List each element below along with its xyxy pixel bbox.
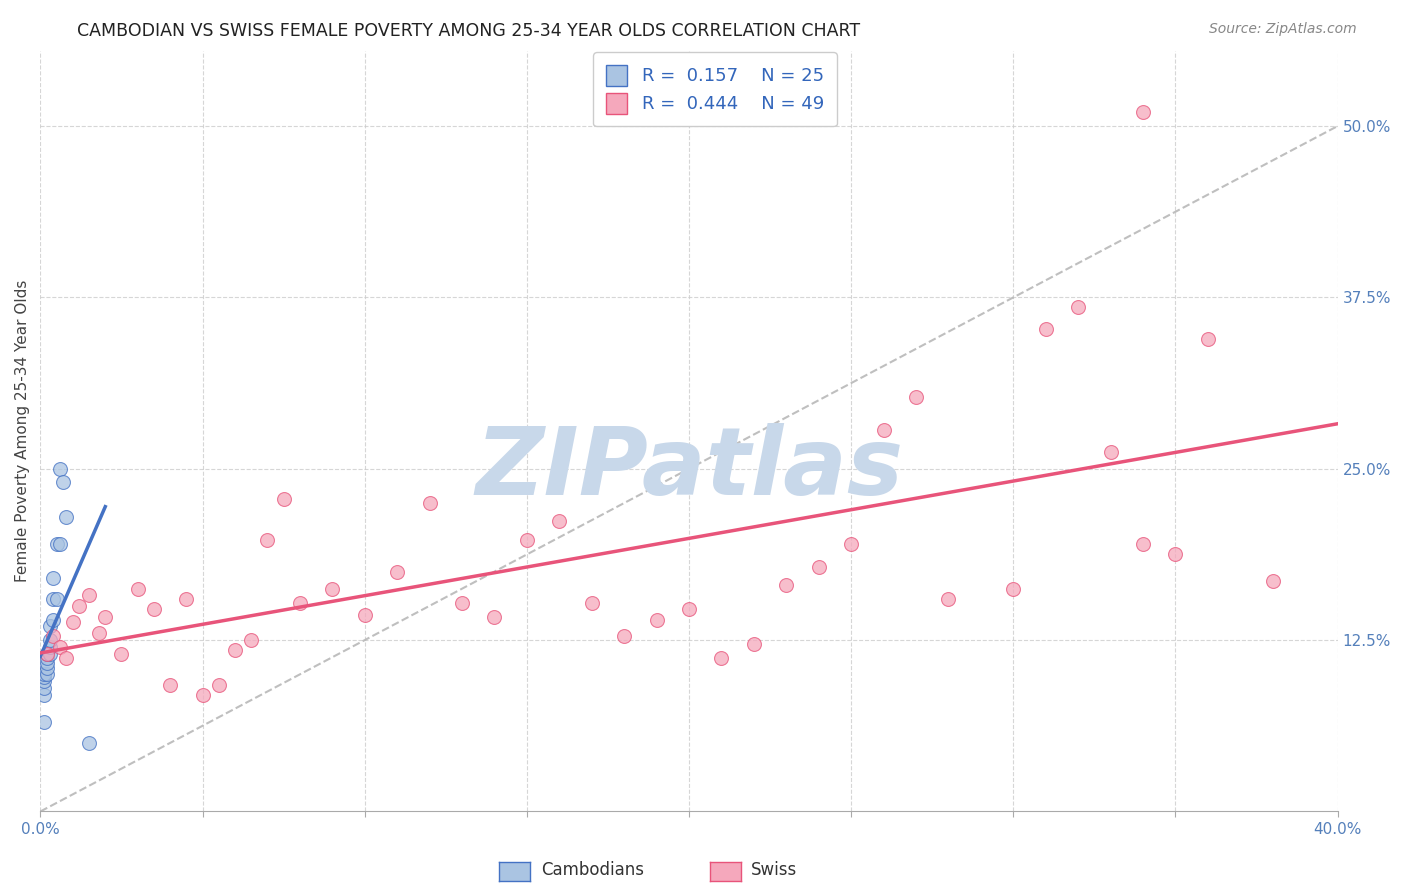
Point — [35, 651, 58, 665]
Point — [55, 509, 77, 524]
Point — [159, 678, 181, 692]
Text: Cambodians: Cambodians — [541, 861, 644, 879]
Text: Source: ZipAtlas.com: Source: ZipAtlas.com — [1209, 22, 1357, 37]
Point — [32, 688, 55, 702]
Point — [87, 626, 110, 640]
Point — [127, 582, 149, 597]
Point — [710, 651, 733, 665]
Point — [905, 391, 928, 405]
Point — [55, 651, 77, 665]
Point — [1099, 445, 1122, 459]
Point — [273, 491, 295, 506]
Point — [110, 647, 132, 661]
Point — [35, 657, 58, 671]
Point — [1164, 547, 1187, 561]
Point — [240, 633, 263, 648]
Point — [1002, 582, 1025, 597]
Text: ZIPatlas: ZIPatlas — [475, 423, 903, 515]
Point — [35, 667, 58, 681]
Point — [581, 596, 603, 610]
Point — [42, 613, 65, 627]
Point — [839, 537, 862, 551]
Legend: R =  0.157    N = 25, R =  0.444    N = 49: R = 0.157 N = 25, R = 0.444 N = 49 — [593, 52, 837, 127]
Point — [32, 681, 55, 695]
Point — [62, 615, 84, 630]
Point — [872, 423, 894, 437]
Point — [35, 660, 58, 674]
Text: Swiss: Swiss — [751, 861, 797, 879]
Point — [1261, 574, 1284, 589]
Point — [49, 537, 72, 551]
Point — [321, 582, 343, 597]
Point — [39, 633, 62, 648]
Point — [1132, 537, 1154, 551]
Point — [39, 647, 62, 661]
Point — [176, 591, 198, 606]
Point — [42, 591, 65, 606]
Point — [742, 637, 765, 651]
Point — [645, 613, 668, 627]
Point — [32, 715, 55, 730]
Text: CAMBODIAN VS SWISS FEMALE POVERTY AMONG 25-34 YEAR OLDS CORRELATION CHART: CAMBODIAN VS SWISS FEMALE POVERTY AMONG … — [77, 22, 860, 40]
Point — [288, 596, 311, 610]
Point — [32, 670, 55, 684]
Point — [1132, 105, 1154, 120]
Point — [1035, 322, 1057, 336]
Point — [353, 608, 375, 623]
Point — [67, 599, 90, 613]
Point — [35, 647, 58, 661]
Point — [613, 629, 636, 643]
Point — [39, 619, 62, 633]
Point — [49, 640, 72, 654]
Point — [32, 674, 55, 689]
Point — [49, 462, 72, 476]
Point — [807, 560, 830, 574]
Point — [224, 642, 246, 657]
Point — [208, 678, 231, 692]
Point — [35, 647, 58, 661]
Point — [548, 514, 571, 528]
Point — [45, 537, 67, 551]
Point — [385, 565, 408, 579]
Point — [419, 496, 441, 510]
Point — [39, 640, 62, 654]
Point — [32, 667, 55, 681]
Point — [142, 601, 165, 615]
Point — [775, 578, 797, 592]
Point — [1197, 332, 1219, 346]
Point — [45, 591, 67, 606]
Point — [516, 533, 538, 547]
Point — [77, 588, 100, 602]
Point — [678, 601, 700, 615]
Point — [52, 475, 75, 490]
Point — [77, 736, 100, 750]
Y-axis label: Female Poverty Among 25-34 Year Olds: Female Poverty Among 25-34 Year Olds — [15, 280, 30, 582]
Point — [42, 571, 65, 585]
Point — [451, 596, 474, 610]
Point — [1067, 300, 1090, 314]
Point — [484, 609, 506, 624]
Point — [938, 591, 960, 606]
Point — [256, 533, 278, 547]
Point — [42, 629, 65, 643]
Point — [94, 609, 117, 624]
Point — [191, 688, 214, 702]
